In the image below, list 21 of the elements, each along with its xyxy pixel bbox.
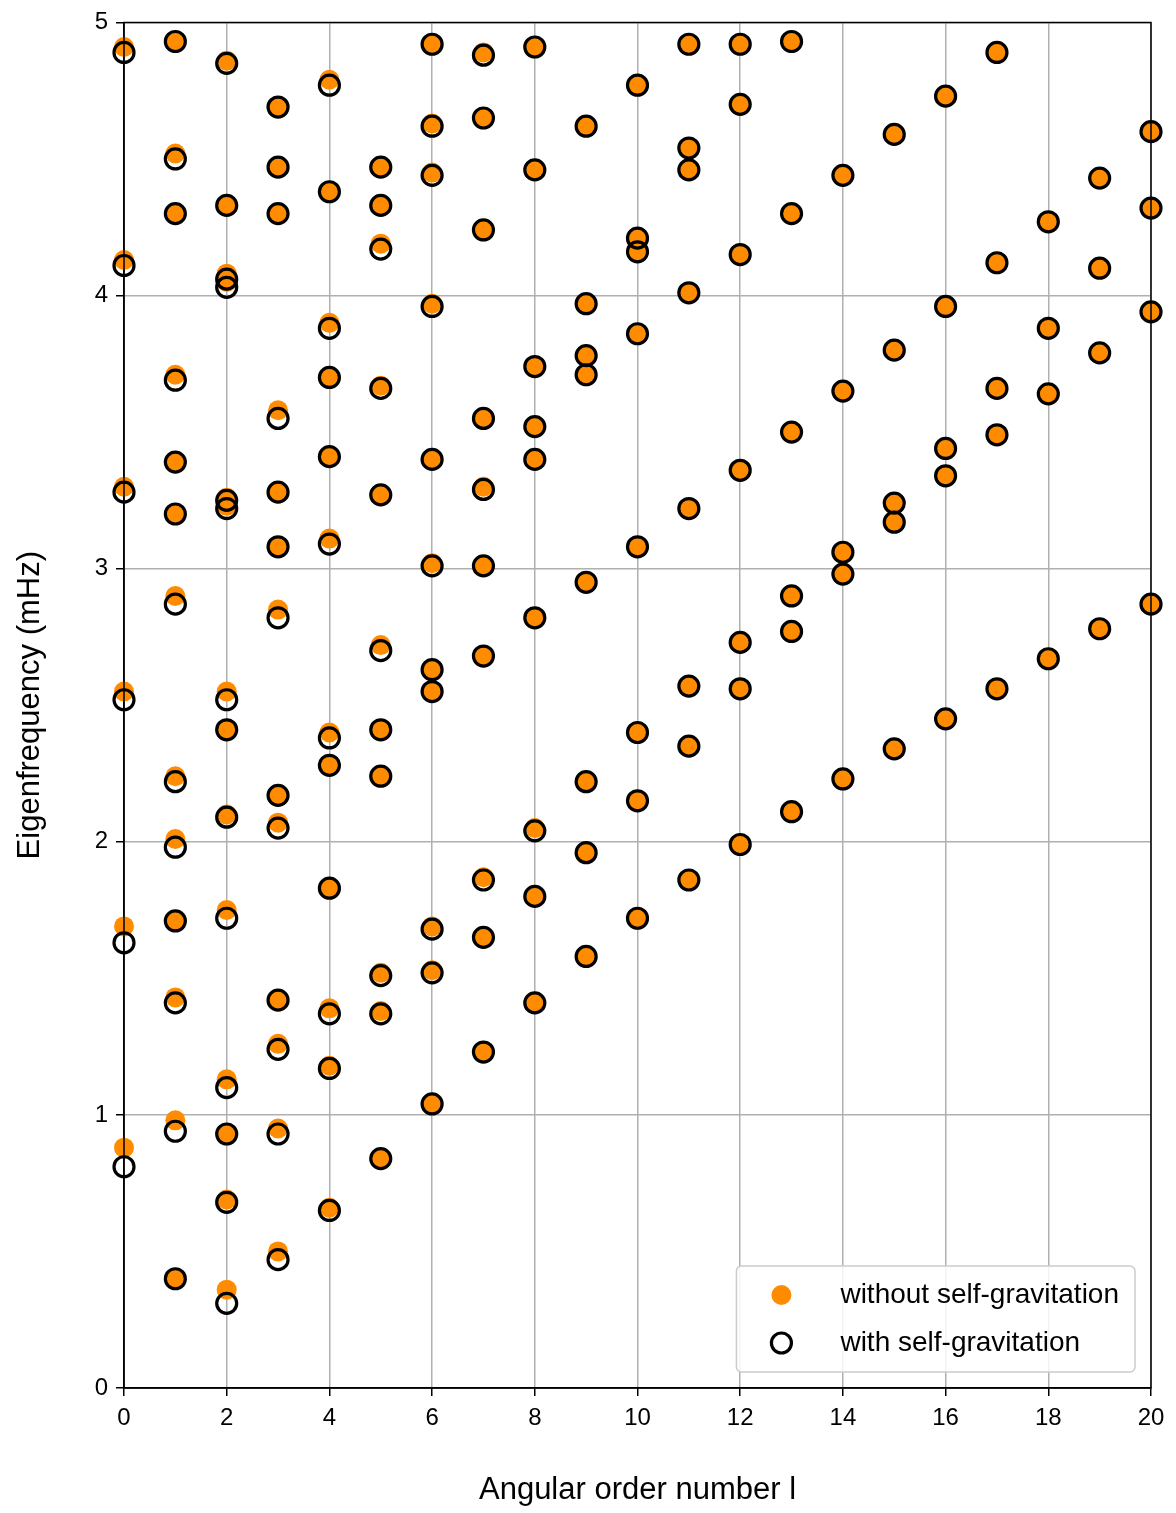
x-tick-label: 6	[425, 1403, 439, 1431]
y-tick-label: 4	[94, 280, 108, 308]
x-tick-label: 8	[528, 1403, 542, 1431]
x-tick-label: 0	[117, 1403, 131, 1431]
x-tick-label: 20	[1137, 1403, 1165, 1431]
y-axis-title: Eigenfrequency (mHz)	[11, 551, 47, 860]
y-tick-label: 5	[94, 7, 108, 35]
legend-label: with self-gravitation	[839, 1325, 1081, 1357]
x-tick-label: 16	[932, 1403, 959, 1431]
x-tick-label: 10	[624, 1403, 651, 1431]
x-tick-label: 4	[322, 1403, 337, 1431]
x-tick-label: 18	[1034, 1403, 1062, 1431]
legend-label: without self-gravitation	[839, 1277, 1119, 1309]
y-tick-label: 2	[94, 826, 108, 854]
x-axis-title: Angular order number l	[478, 1470, 797, 1506]
x-tick-label: 12	[726, 1403, 754, 1431]
y-tick-label: 0	[94, 1372, 108, 1400]
x-tick-label: 2	[220, 1403, 234, 1431]
y-tick-label: 3	[94, 553, 108, 581]
x-tick-label: 14	[829, 1403, 857, 1431]
y-tick-label: 1	[94, 1099, 108, 1127]
